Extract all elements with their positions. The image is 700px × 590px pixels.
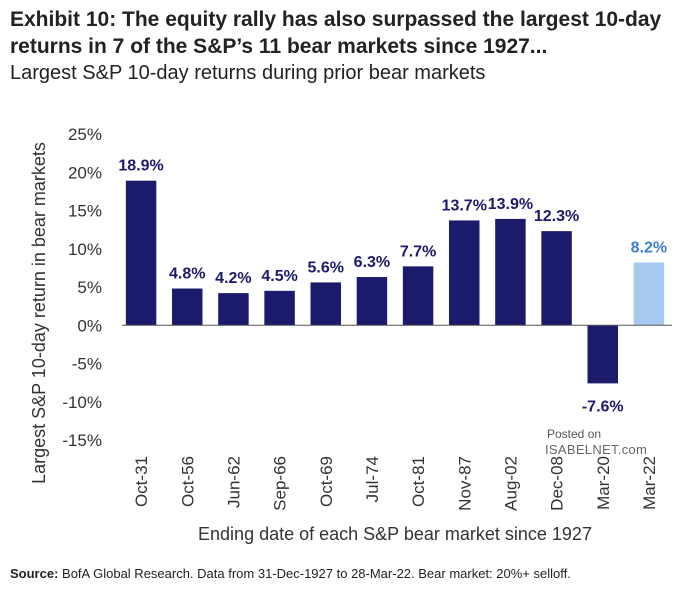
source-note: Source: BofA Global Research. Data from … <box>10 566 700 581</box>
chart-title: Exhibit 10: The equity rally has also su… <box>10 8 662 58</box>
bar-dec-08 <box>541 231 572 326</box>
data-label-oct-56: 4.8% <box>169 266 205 283</box>
bar-chart: 25% 20% 15% 10% 5% 0% -5% -10% -15% 18.9% 4.8% 4.2… <box>29 125 672 544</box>
x-tick-label: Sep-66 <box>271 456 290 511</box>
chart-subtitle: Largest S&P 10-day returns during prior … <box>10 62 486 84</box>
x-tick-label: Jul-74 <box>363 456 382 502</box>
watermark-posted-on: Posted on <box>547 427 602 441</box>
x-tick-label: Nov-87 <box>455 456 474 511</box>
x-tick-label: Dec-08 <box>548 456 567 511</box>
data-label-jul-74: 6.3% <box>354 254 390 271</box>
data-label-sep-66: 4.5% <box>261 268 297 285</box>
y-tick-label: 10% <box>68 240 102 259</box>
bar-nov-87 <box>449 220 480 326</box>
bar-mar-20 <box>587 325 618 384</box>
y-tick-label: 5% <box>77 278 102 297</box>
x-tick-label: Oct-56 <box>178 456 197 507</box>
x-axis-ticks: Oct-31 Oct-56 Jun-62 Sep-66 Oct-69 Jul-74 Oct-… <box>132 456 659 511</box>
data-labels: 18.9% 4.8% 4.2% 4.5% 5.6% 6.3% 7.7% 13.7% 13.9%1… <box>118 158 667 416</box>
bar-oct-31 <box>125 180 157 326</box>
y-tick-label: 0% <box>77 316 102 335</box>
x-tick-label: Mar-22 <box>640 456 659 510</box>
x-tick-label: Oct-81 <box>409 456 428 507</box>
data-label-mar-22: 8.2% <box>631 240 667 257</box>
data-label-aug-02: 13.9% <box>488 196 533 213</box>
x-tick-label: Oct-31 <box>132 456 151 507</box>
x-tick-label: Aug-02 <box>501 456 520 511</box>
bars <box>125 180 665 384</box>
y-tick-label: 15% <box>68 202 102 221</box>
y-axis-label: Largest S&P 10-day return in bear market… <box>29 142 49 484</box>
y-tick-label: -15% <box>62 431 102 450</box>
bar-mar-22 <box>633 262 665 326</box>
y-tick-label: 20% <box>68 163 102 182</box>
y-axis-ticks: 25% 20% 15% 10% 5% 0% -5% -10% -15% <box>62 125 102 450</box>
source-label: Source: <box>10 566 59 581</box>
source-text: BofA Global Research. Data from 31-Dec-1… <box>62 566 571 581</box>
data-label-oct-31: 18.9% <box>118 158 163 175</box>
data-label-dec-08: 12.3% <box>534 208 579 225</box>
data-label-oct-69: 5.6% <box>308 259 344 276</box>
data-label-nov-87: 13.7% <box>442 197 487 214</box>
data-label-jun-62: 4.2% <box>215 270 251 287</box>
x-tick-label: Jun-62 <box>224 456 243 508</box>
bar-oct-69 <box>310 282 341 326</box>
bar-sep-66 <box>264 290 295 326</box>
bar-oct-81 <box>402 266 434 326</box>
x-axis-label: Ending date of each S&P bear market sinc… <box>198 524 592 544</box>
bar-jul-74 <box>356 277 388 326</box>
x-tick-label: Mar-20 <box>594 456 613 510</box>
data-label-oct-81: 7.7% <box>400 243 436 260</box>
y-tick-label: -5% <box>72 355 102 374</box>
x-tick-label: Oct-69 <box>317 456 336 507</box>
bar-aug-02 <box>495 218 526 326</box>
y-tick-label: -10% <box>62 393 102 412</box>
watermark-site: ISABELNET.com <box>545 442 648 457</box>
y-tick-label: 25% <box>68 125 102 144</box>
bar-oct-56 <box>172 288 203 326</box>
bar-jun-62 <box>218 293 249 326</box>
data-label-mar-20: -7.6% <box>582 398 624 415</box>
